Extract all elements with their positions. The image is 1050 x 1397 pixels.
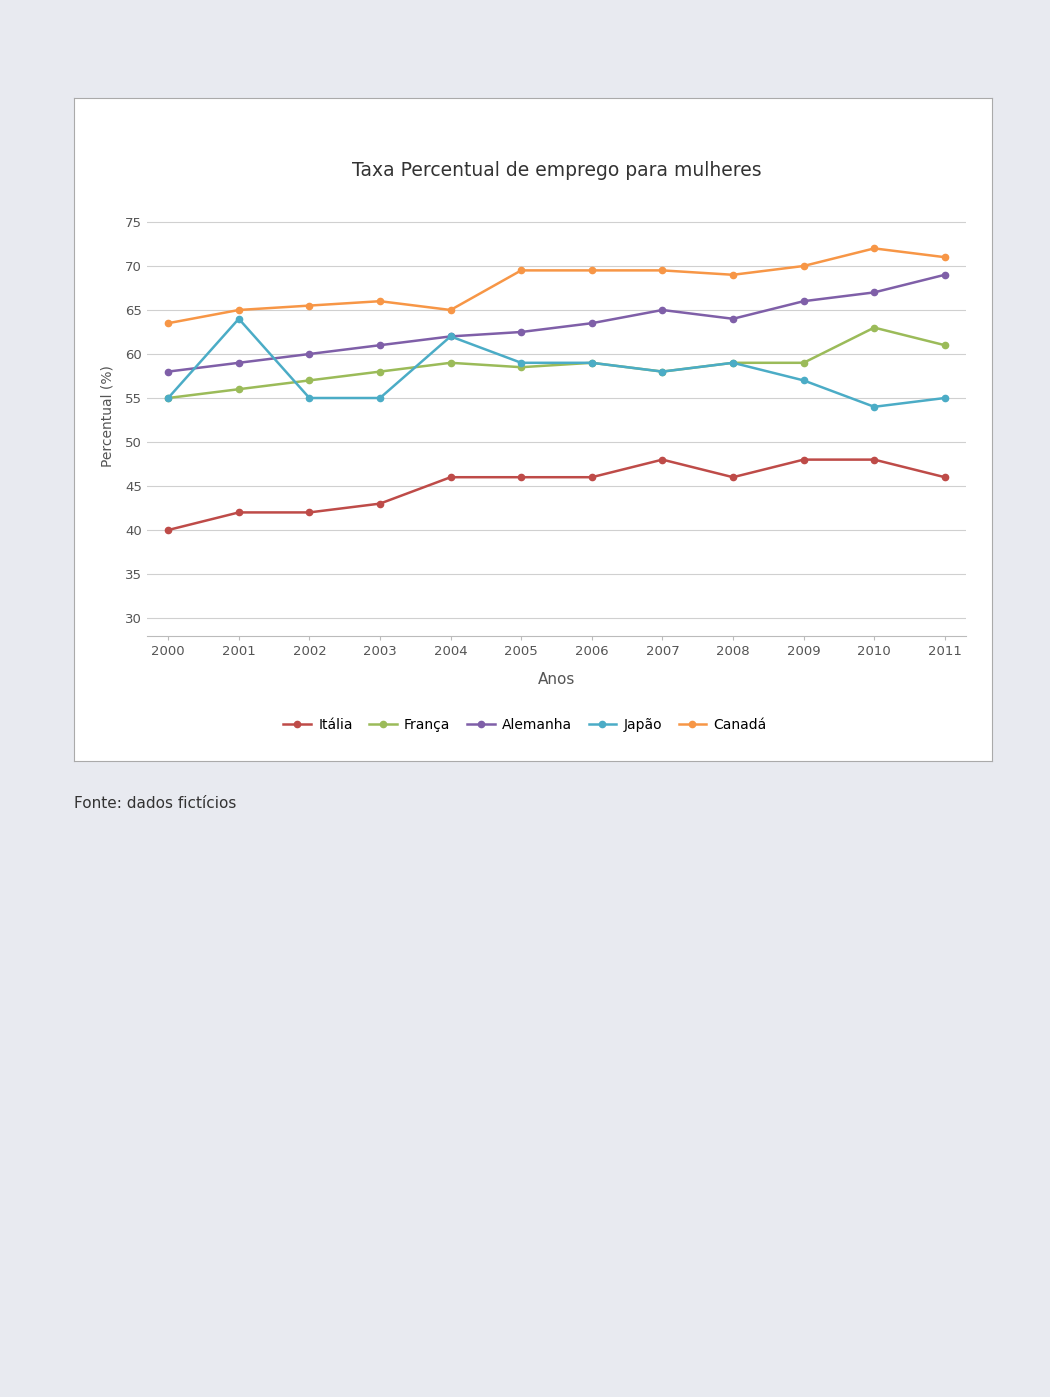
Alemanha <box>162 363 174 380</box>
França <box>727 355 739 372</box>
Alemanha <box>514 324 527 341</box>
Itália <box>656 451 669 468</box>
França <box>162 390 174 407</box>
França <box>514 359 527 376</box>
França <box>374 363 386 380</box>
Japão <box>303 390 316 407</box>
Canadá <box>586 263 598 279</box>
Japão <box>374 390 386 407</box>
Canadá <box>797 257 810 274</box>
Alemanha <box>374 337 386 353</box>
Japão <box>232 310 245 327</box>
Canadá <box>444 302 457 319</box>
França <box>444 355 457 372</box>
Japão <box>868 398 881 415</box>
Line: França: França <box>165 324 948 401</box>
Line: Itália: Itália <box>165 457 948 534</box>
Alemanha <box>303 345 316 362</box>
X-axis label: Anos: Anos <box>538 672 575 686</box>
Canadá <box>727 267 739 284</box>
Text: Fonte: dados fictícios: Fonte: dados fictícios <box>74 796 236 812</box>
França <box>868 320 881 337</box>
Itália <box>868 451 881 468</box>
Canadá <box>374 293 386 310</box>
Canadá <box>303 298 316 314</box>
França <box>232 381 245 398</box>
Itália <box>797 451 810 468</box>
Japão <box>586 355 598 372</box>
Japão <box>939 390 951 407</box>
Japão <box>162 390 174 407</box>
França <box>656 363 669 380</box>
Itália <box>162 521 174 538</box>
Itália <box>727 469 739 486</box>
Japão <box>656 363 669 380</box>
Itália <box>514 469 527 486</box>
Alemanha <box>727 310 739 327</box>
Itália <box>232 504 245 521</box>
Y-axis label: Percentual (%): Percentual (%) <box>100 365 114 467</box>
Itália <box>586 469 598 486</box>
França <box>939 337 951 353</box>
Canadá <box>868 240 881 257</box>
Line: Canadá: Canadá <box>165 246 948 327</box>
Itália <box>303 504 316 521</box>
Japão <box>514 355 527 372</box>
Japão <box>797 372 810 388</box>
Line: Japão: Japão <box>165 316 948 409</box>
Alemanha <box>797 293 810 310</box>
Alemanha <box>939 267 951 284</box>
Alemanha <box>586 314 598 331</box>
Alemanha <box>656 302 669 319</box>
Canadá <box>232 302 245 319</box>
Japão <box>444 328 457 345</box>
Alemanha <box>232 355 245 372</box>
Canadá <box>514 263 527 279</box>
Canadá <box>939 249 951 265</box>
Itália <box>374 496 386 513</box>
Itália <box>939 469 951 486</box>
Canadá <box>656 263 669 279</box>
Canadá <box>162 314 174 331</box>
França <box>586 355 598 372</box>
Line: Alemanha: Alemanha <box>165 271 948 374</box>
Title: Taxa Percentual de emprego para mulheres: Taxa Percentual de emprego para mulheres <box>352 161 761 180</box>
Legend: Itália, França, Alemanha, Japão, Canadá: Itália, França, Alemanha, Japão, Canadá <box>278 712 772 738</box>
França <box>303 372 316 388</box>
Alemanha <box>868 284 881 300</box>
Itália <box>444 469 457 486</box>
Japão <box>727 355 739 372</box>
Alemanha <box>444 328 457 345</box>
França <box>797 355 810 372</box>
